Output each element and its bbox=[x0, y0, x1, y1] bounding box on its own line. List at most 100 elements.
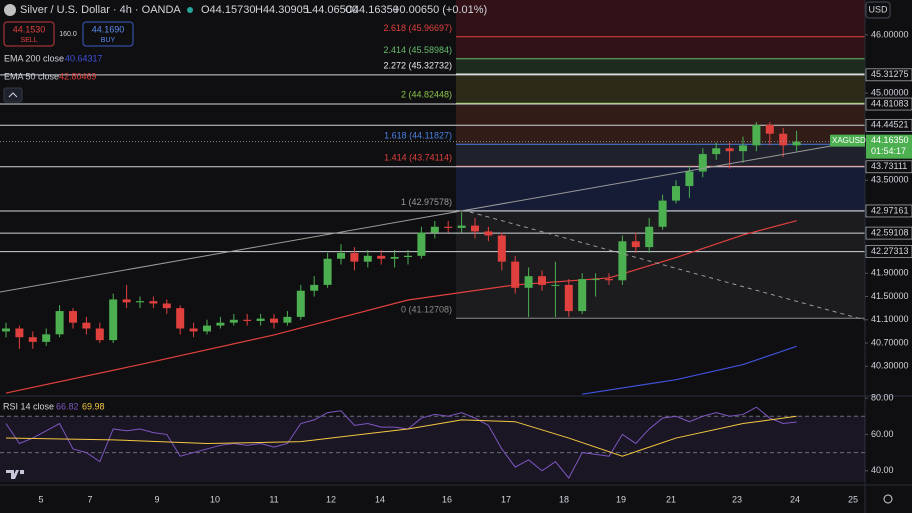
candle-body bbox=[792, 141, 801, 146]
candle-body bbox=[765, 125, 774, 134]
level-label-box bbox=[865, 160, 912, 174]
fib-label: 2 (44.82448) bbox=[401, 90, 452, 100]
last-price-label: 44.16350 bbox=[871, 135, 909, 145]
fib-label: 2.414 (45.58984) bbox=[383, 45, 452, 55]
x-tick-label: 21 bbox=[666, 494, 676, 504]
level-label: 44.44521 bbox=[871, 120, 909, 130]
candle-body bbox=[296, 290, 305, 317]
market-status bbox=[187, 7, 193, 13]
level-label: 42.97161 bbox=[871, 205, 909, 215]
candle-body bbox=[109, 299, 118, 341]
buy-price: 44.1690 bbox=[92, 24, 125, 34]
fib-label: 2.272 (45.32732) bbox=[383, 60, 452, 70]
y-tick-label: 41.50000 bbox=[871, 291, 909, 301]
candle-body bbox=[698, 154, 707, 172]
candle-body bbox=[337, 252, 345, 259]
sell-label: SELL bbox=[20, 37, 37, 44]
candle-body bbox=[15, 328, 24, 338]
countdown: 01:54:17 bbox=[871, 146, 906, 156]
ohlc-change: +0.00650 (+0.01%) bbox=[393, 4, 487, 16]
x-tick-label: 19 bbox=[616, 494, 626, 504]
fib-band bbox=[456, 36, 865, 59]
candle-body bbox=[672, 186, 680, 201]
candle-body bbox=[497, 235, 506, 262]
fib-band bbox=[456, 210, 865, 319]
candle-body bbox=[605, 279, 613, 281]
rsi-tick-label: 80.00 bbox=[871, 392, 894, 402]
candle-body bbox=[725, 148, 734, 152]
x-tick-label: 10 bbox=[210, 494, 220, 504]
level-label-box bbox=[865, 68, 912, 82]
fib-band bbox=[456, 144, 865, 167]
rsi-band-fill bbox=[0, 416, 865, 482]
y-tick-label: 46.00000 bbox=[871, 29, 909, 39]
collapse-button[interactable] bbox=[3, 87, 23, 103]
fib-band bbox=[456, 103, 865, 145]
candle-body bbox=[42, 334, 51, 342]
fib-label: 1.414 (43.74114) bbox=[384, 153, 452, 163]
buy-label: BUY bbox=[101, 37, 116, 44]
level-label-box bbox=[865, 118, 912, 132]
x-tick-label: 23 bbox=[732, 494, 742, 504]
candle-body bbox=[82, 322, 91, 329]
x-tick-label: 17 bbox=[501, 494, 511, 504]
candle-body bbox=[390, 256, 399, 259]
ema200-value: 40.64317 bbox=[65, 53, 103, 63]
y-tick-label: 40.30000 bbox=[871, 361, 909, 371]
candle-body bbox=[95, 328, 104, 341]
candle-body bbox=[511, 261, 520, 288]
candle-body bbox=[685, 171, 694, 187]
candle-body bbox=[404, 255, 412, 257]
fib-label: 2.618 (45.96697) bbox=[383, 23, 452, 33]
candle-body bbox=[28, 337, 37, 342]
candle-body bbox=[712, 148, 721, 155]
tv-logo bbox=[6, 470, 24, 479]
rsi-line bbox=[5, 406, 797, 479]
fib-label: 1.618 (44.11827) bbox=[384, 131, 452, 141]
candle-body bbox=[69, 311, 77, 323]
buy-button[interactable] bbox=[82, 21, 134, 47]
rsi-ma-value: 69.98 bbox=[82, 401, 105, 411]
candle-body bbox=[243, 319, 252, 321]
candle-body bbox=[203, 325, 211, 332]
rsi-value: 66.82 bbox=[56, 401, 79, 411]
fib-band bbox=[456, 73, 865, 104]
candle-body bbox=[444, 226, 453, 228]
sell-button[interactable] bbox=[3, 21, 55, 47]
candle-body bbox=[538, 276, 546, 285]
fib-label: 1 (42.97578) bbox=[401, 197, 452, 207]
level-label-box bbox=[865, 204, 912, 218]
x-tick-label: 7 bbox=[87, 494, 92, 504]
symbol-tag bbox=[830, 134, 865, 147]
candle-body bbox=[471, 225, 479, 232]
currency: USD bbox=[868, 4, 888, 14]
y-tick-label: 41.90000 bbox=[871, 268, 909, 278]
candle-body bbox=[430, 226, 439, 233]
candle-body bbox=[484, 231, 493, 236]
ohlc-open: O44.15730 bbox=[201, 4, 255, 16]
level-label: 42.59108 bbox=[871, 227, 909, 237]
candle-body bbox=[551, 284, 560, 286]
x-tick-label: 14 bbox=[375, 494, 385, 504]
candle-body bbox=[658, 200, 667, 227]
candle-body bbox=[645, 226, 654, 248]
ema50-legend: EMA 50 close bbox=[4, 71, 59, 81]
candle-body bbox=[564, 284, 573, 312]
currency-button[interactable] bbox=[865, 1, 891, 19]
level-label: 44.81083 bbox=[871, 98, 909, 108]
candle-body bbox=[216, 322, 225, 326]
sell-price: 44.1530 bbox=[13, 24, 46, 34]
rsi-tick-label: 40.00 bbox=[871, 465, 894, 475]
settings-icon[interactable] bbox=[883, 494, 893, 504]
x-tick-label: 9 bbox=[154, 494, 159, 504]
x-tick-label: 12 bbox=[326, 494, 336, 504]
candle-body bbox=[2, 328, 10, 332]
candle-body bbox=[323, 258, 332, 285]
candle-body bbox=[176, 308, 185, 329]
fib-label: 0 (41.12708) bbox=[401, 305, 452, 315]
candle-body bbox=[618, 241, 627, 281]
rsi-tick-label: 60.00 bbox=[871, 429, 894, 439]
candle-body bbox=[752, 125, 761, 146]
symbol[interactable]: Silver / U.S. Dollar · 4h · OANDA bbox=[20, 4, 181, 16]
candle-body bbox=[149, 301, 158, 304]
